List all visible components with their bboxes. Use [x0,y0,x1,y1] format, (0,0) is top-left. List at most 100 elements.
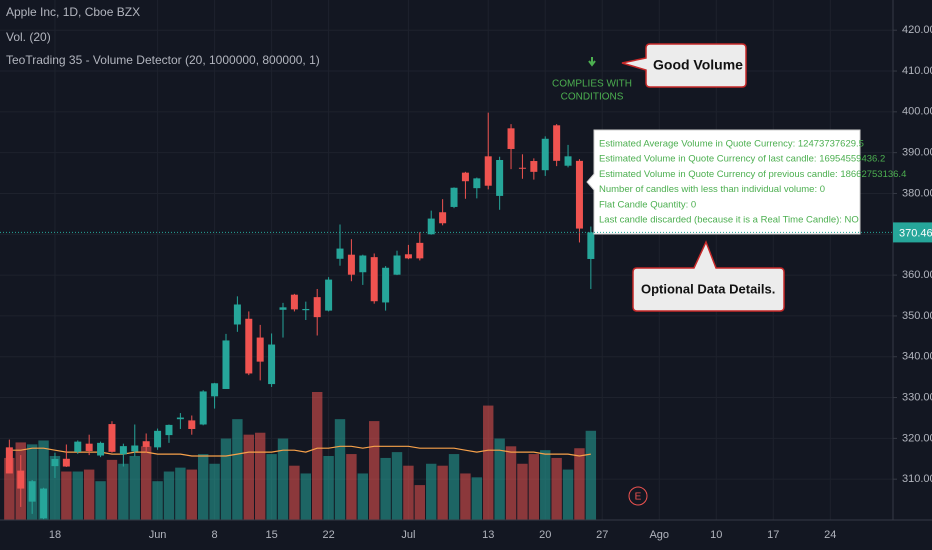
candle-body [142,441,150,447]
info-box [586,129,861,235]
volume-bar [437,465,448,520]
candle-body [518,167,526,169]
volume-bar [118,463,129,520]
candle-body [256,337,264,362]
info-line: Estimated Volume in Quote Currency of pr… [599,169,906,180]
candle-body [40,488,48,519]
volume-bar [220,438,232,520]
info-line: Number of candles with less than individ… [599,184,825,195]
x-tick-label: 17 [767,529,779,541]
volume-bar [152,481,163,520]
candle-body [507,128,515,149]
x-tick-label: 18 [49,529,61,541]
candle-body [439,212,447,224]
volume-bar [574,448,585,520]
candle-body [325,279,333,311]
candle-body [245,318,253,374]
y-tick-label: 310.00 [902,473,932,485]
y-tick-label: 320.00 [902,432,932,444]
x-tick-label: 15 [265,529,277,541]
candles [5,112,595,520]
signal-text: CONDITIONS [561,92,624,103]
candle-body [119,446,127,455]
x-tick-label: Jul [401,529,415,541]
volume-bar [186,469,197,520]
y-tick-label: 340.00 [902,351,932,363]
candle-body [85,443,93,452]
candle-body [74,441,82,452]
x-tick-label: 22 [322,529,334,541]
candle-body [541,138,549,171]
callout-box [621,43,747,88]
candle-body [450,187,458,207]
y-tick-label: 390.00 [902,147,932,159]
candle-body [279,307,287,310]
candle-body [473,178,481,189]
volume-bar [140,446,152,520]
candle-body [496,160,504,196]
volume-bar [460,473,471,520]
candle-body [62,458,70,467]
candle-body [108,424,116,452]
callout-text: Optional Data Details. [641,281,775,296]
callout-text: Good Volume [653,57,743,73]
candle-body [461,172,469,182]
candle-body [553,125,561,161]
x-tick-label: 10 [710,529,722,541]
volume-bar [243,434,254,520]
volume-bar [403,465,414,520]
last-price-label: 370.46 [899,227,932,239]
volume-ma-line [9,445,591,457]
candle-body [165,424,173,436]
candle-body [97,442,105,456]
candle-body [131,445,139,452]
candle-body [313,297,321,318]
earnings-label: E [635,492,642,503]
candle-body [370,257,378,302]
last-price-tag [893,222,932,243]
volume-bar [369,421,380,520]
candle-body [154,430,162,448]
volume-bar [129,456,140,520]
volume-bar [346,454,357,520]
info-line: Flat Candle Quantity: 0 [599,199,696,210]
info-line: Estimated Volume in Quote Currency of la… [599,154,885,165]
candle-body [382,267,390,303]
volume-bar [72,471,83,520]
candle-body [302,308,310,311]
volume-bar [49,456,61,520]
x-tick-label: 13 [482,529,494,541]
x-tick-label: Ago [649,529,669,541]
info-line: Estimated Average Volume in Quote Curren… [599,139,864,150]
candle-body [427,218,435,235]
x-tick-label: Jun [149,529,167,541]
volume-bar [483,405,494,520]
volume-bar [494,438,505,520]
x-tick-label: 27 [596,529,608,541]
volume-bar [4,457,15,520]
indicator-legend: TeoTrading 35 - Volume Detector (20, 100… [6,53,320,67]
volume-bar [426,463,437,520]
candle-body [51,458,59,467]
y-tick-label: 380.00 [902,187,932,199]
candle-body [17,470,25,489]
y-tick-label: 360.00 [902,269,932,281]
candle-body [290,294,298,310]
candle-body [564,156,572,166]
volume-bar [528,454,540,520]
volume-bar [540,450,551,520]
volume-legend: Vol. (20) [6,30,51,44]
info-line: Last candle discarded (because it is a R… [599,215,859,226]
volume-bar [197,454,209,520]
x-tick-label: 24 [824,529,836,541]
candle-body [268,344,276,385]
candle-body [484,156,492,186]
volume-bar [232,419,243,520]
volume-bar [300,473,312,520]
volume-bar [106,459,118,520]
y-tick-label: 350.00 [902,310,932,322]
y-tick-label: 400.00 [902,106,932,118]
candle-body [587,232,595,259]
candle-body [416,242,424,259]
